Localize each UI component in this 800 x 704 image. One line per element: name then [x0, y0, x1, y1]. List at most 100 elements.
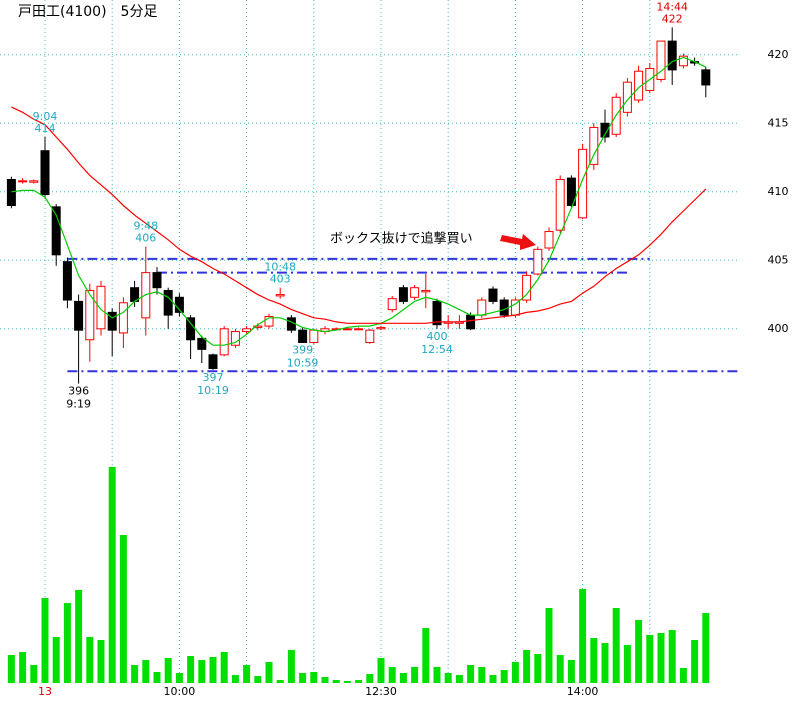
moving-average: [11, 56, 707, 346]
candle-body: [589, 126, 599, 165]
annotation: 403: [270, 273, 291, 286]
volume-bar: [321, 677, 329, 683]
candle-body: [432, 300, 442, 326]
volume-bar: [411, 667, 419, 683]
volume-bar: [19, 652, 27, 683]
y-tick-label: 415: [768, 116, 789, 129]
candle-body: [410, 287, 420, 298]
candle-body: [197, 337, 207, 350]
candle-body: [118, 302, 128, 334]
candle-body: [186, 317, 196, 341]
candle-body: [533, 248, 543, 275]
volume-bar: [198, 660, 206, 683]
volume-bar: [433, 667, 441, 683]
volume-bar: [388, 667, 396, 683]
candle-body: [701, 69, 711, 86]
candle-body: [365, 329, 375, 344]
candle-body: [544, 231, 554, 249]
volume-bar: [601, 643, 609, 683]
volume-bar: [265, 662, 273, 683]
candle-body: [253, 325, 263, 328]
candle-body: [51, 206, 61, 256]
volume-bar: [175, 673, 183, 683]
annotation: 406: [135, 232, 156, 245]
volume-bar: [97, 640, 105, 683]
volume-bar: [511, 662, 519, 683]
x-tick-label: 10:00: [164, 685, 196, 698]
chart-title: 戸田工(4100) 5分足: [18, 4, 157, 20]
volume-bar: [668, 630, 676, 683]
candle-body: [634, 70, 644, 101]
volume-bar: [523, 650, 531, 683]
candle-body: [230, 331, 240, 346]
candle-body: [421, 289, 431, 293]
volume-bar: [399, 673, 407, 683]
candle-body: [40, 150, 50, 196]
volume-bar: [478, 667, 486, 683]
volume-bar: [500, 670, 508, 683]
candle-body: [74, 300, 84, 331]
y-tick-label: 400: [768, 322, 789, 335]
volume-bar: [355, 680, 363, 683]
volume-bar: [567, 660, 575, 683]
annotation: 414: [35, 122, 56, 135]
annotation: 397: [203, 371, 224, 384]
moving-average: [11, 106, 707, 324]
candle-body: [275, 294, 285, 297]
candle-body: [398, 287, 408, 302]
annotation: 399: [292, 344, 313, 357]
y-tick-label: 405: [768, 253, 789, 266]
volume-bar: [310, 672, 318, 683]
volume-bar: [679, 668, 687, 683]
x-tick-label: 12:30: [365, 685, 397, 698]
volume-bar: [299, 673, 307, 683]
candle-body: [600, 122, 610, 138]
volume-bar: [590, 638, 598, 683]
volume-bar: [52, 637, 60, 683]
volume-bar: [455, 675, 463, 683]
callout-arrow: [500, 234, 536, 250]
volume-bar: [377, 658, 385, 683]
volume-bar: [612, 608, 620, 683]
volume-bar: [422, 628, 430, 683]
candle-body: [354, 328, 364, 331]
candle-body: [219, 328, 229, 356]
annotation: 10:48: [264, 261, 296, 274]
candle-body: [62, 261, 72, 301]
volume-bar: [131, 665, 139, 683]
volume-bar: [444, 673, 452, 683]
annotation: 422: [662, 12, 683, 25]
volume-bar: [332, 680, 340, 683]
volume-bar: [276, 680, 284, 683]
volume-bar: [41, 598, 49, 683]
candle-body: [286, 317, 296, 331]
annotation: 10:19: [197, 384, 229, 397]
volume-bar: [75, 590, 83, 683]
candle-body: [466, 314, 476, 330]
candle-body: [656, 40, 666, 80]
annotation: 9:04: [33, 110, 58, 123]
y-tick-label: 410: [768, 185, 789, 198]
annotation: 396: [68, 385, 89, 398]
volume-bar: [646, 635, 654, 683]
candle-body: [477, 299, 487, 316]
volume-bar: [164, 658, 172, 683]
volume-bar: [63, 603, 71, 683]
volume-bar: [489, 675, 497, 683]
annotation: 14:44: [656, 0, 688, 13]
candle-body: [18, 180, 28, 183]
volume-bar: [220, 652, 228, 683]
volume-bar: [254, 676, 262, 683]
volume-bar: [142, 660, 150, 683]
volume-bar: [119, 535, 127, 683]
volume-bar: [556, 655, 564, 683]
volume-bar: [7, 655, 15, 683]
volume-bar: [579, 589, 587, 683]
callout-text: ボックス抜けで追撃買い: [330, 231, 473, 247]
candle-body: [387, 298, 397, 311]
volume-bar: [366, 674, 374, 683]
volume-bar: [635, 620, 643, 683]
candle-body: [667, 40, 677, 71]
